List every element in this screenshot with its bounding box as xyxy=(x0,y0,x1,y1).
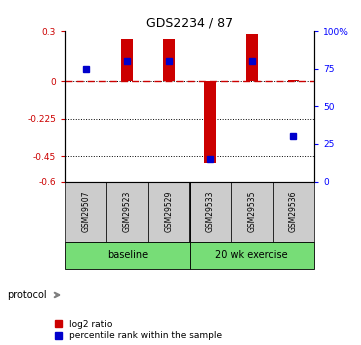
Text: baseline: baseline xyxy=(107,250,148,260)
Bar xyxy=(190,242,314,269)
Bar xyxy=(246,34,258,81)
Bar xyxy=(163,39,175,81)
Text: GSM29535: GSM29535 xyxy=(247,191,256,233)
Text: GSM29536: GSM29536 xyxy=(289,191,298,233)
Legend: log2 ratio, percentile rank within the sample: log2 ratio, percentile rank within the s… xyxy=(55,320,223,341)
Bar xyxy=(121,39,133,81)
Text: GSM29529: GSM29529 xyxy=(164,191,173,232)
Bar xyxy=(190,181,231,242)
Title: GDS2234 / 87: GDS2234 / 87 xyxy=(146,17,233,30)
Text: 20 wk exercise: 20 wk exercise xyxy=(216,250,288,260)
Bar xyxy=(65,242,190,269)
Bar xyxy=(231,181,273,242)
Bar xyxy=(204,81,216,163)
Text: GSM29507: GSM29507 xyxy=(81,191,90,233)
Bar xyxy=(148,181,190,242)
Text: GSM29523: GSM29523 xyxy=(123,191,132,232)
Text: protocol: protocol xyxy=(7,290,47,300)
Bar xyxy=(65,181,106,242)
Bar xyxy=(106,181,148,242)
Bar xyxy=(287,80,299,81)
Bar xyxy=(273,181,314,242)
Text: GSM29533: GSM29533 xyxy=(206,191,215,233)
